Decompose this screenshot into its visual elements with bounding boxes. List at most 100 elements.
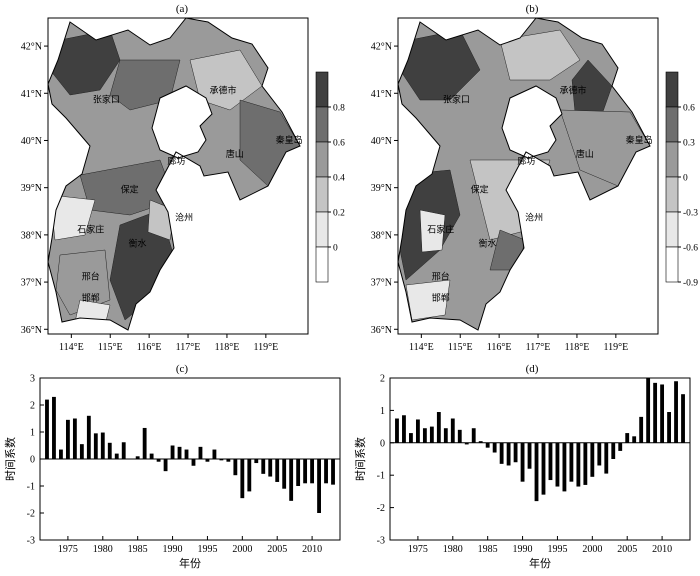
bar <box>548 442 553 481</box>
bar <box>184 449 189 459</box>
bar <box>247 459 252 492</box>
bar <box>177 446 182 459</box>
lon-tick-label: 118°E <box>215 342 240 353</box>
x-tick-label: 1980 <box>93 544 113 555</box>
lat-tick-label: 42°N <box>21 42 42 53</box>
bar <box>409 433 413 443</box>
city-label: 邯郸 <box>82 292 100 304</box>
colorbar-segment <box>315 176 329 213</box>
lon-tick-label: 116°E <box>487 342 512 353</box>
bar <box>541 442 546 495</box>
x-tick-label: 1975 <box>58 544 78 555</box>
city-label: 保定 <box>471 183 489 195</box>
colorbar-tick-label: -0.3 <box>683 209 698 219</box>
bar <box>632 436 637 443</box>
bar <box>527 442 532 469</box>
y-axis-label: 时间系数 <box>4 437 17 481</box>
bar <box>520 442 525 482</box>
colorbar-segment <box>315 246 329 283</box>
bar <box>562 442 567 492</box>
city-label: 邢台 <box>82 271 100 283</box>
bar <box>268 459 273 477</box>
x-tick-label: 1975 <box>408 544 428 555</box>
x-tick-label: 2005 <box>617 544 637 555</box>
lon-tick-label: 119°E <box>603 342 628 353</box>
lat-tick-label: 38°N <box>371 230 392 241</box>
x-tick-label: 1990 <box>513 544 533 555</box>
plot-frame <box>389 377 691 541</box>
bar <box>395 418 399 443</box>
bar <box>471 428 476 443</box>
y-tick-label: 1 <box>380 406 385 417</box>
province-outline <box>47 17 301 331</box>
colorbar-segment <box>665 141 679 178</box>
colorbar-segment <box>315 71 329 108</box>
bar <box>296 459 301 486</box>
bar <box>590 442 595 477</box>
bar <box>331 459 335 485</box>
y-tick-label: -1 <box>377 471 385 482</box>
map-hole <box>151 85 213 159</box>
lat-tick-label: 39°N <box>21 183 42 194</box>
map-hole <box>501 85 563 159</box>
bar <box>107 442 112 459</box>
bar <box>121 442 126 459</box>
colorbar-tick-label: 0.6 <box>683 104 695 114</box>
lat-tick-label: 42°N <box>371 42 392 53</box>
bar <box>429 426 434 443</box>
bar <box>625 433 630 443</box>
colorbar-tick-label: 0.3 <box>683 139 695 149</box>
bar <box>212 449 217 459</box>
bar <box>149 453 154 459</box>
bar <box>422 428 427 443</box>
map-panel-b: (b) 36°N 37°N 38°N 39°N 40°N 41°N 42°N 114°E 115°… <box>371 3 699 353</box>
lat-tick-label: 40°N <box>21 136 42 147</box>
colorbar-segment <box>665 106 679 143</box>
colorbar-segment <box>665 71 679 108</box>
bar <box>450 418 455 443</box>
bar <box>597 442 602 466</box>
city-label: 廊坊 <box>517 155 535 167</box>
colorbar-tick-label: 0.8 <box>333 104 345 114</box>
city-label: 廊坊 <box>167 155 185 167</box>
bar <box>233 459 238 476</box>
colorbar-tick-label: 0 <box>683 174 688 184</box>
x-tick-label: 2010 <box>652 544 672 555</box>
y-tick-label: -2 <box>27 509 35 520</box>
lat-tick-label: 37°N <box>371 278 392 289</box>
bar <box>59 449 63 459</box>
bar <box>402 415 406 443</box>
colorbar-segment <box>665 246 679 283</box>
y-tick-label: 0 <box>380 438 385 449</box>
city-label: 沧州 <box>525 212 543 224</box>
colorbar-segment <box>665 176 679 213</box>
bar <box>436 412 441 443</box>
x-tick-label: 1995 <box>547 544 567 555</box>
panel-label: (c) <box>176 363 189 375</box>
bar <box>674 381 678 443</box>
lat-tick-label: 38°N <box>21 230 42 241</box>
bar <box>45 399 49 459</box>
bar <box>513 442 518 463</box>
bar <box>324 459 328 484</box>
bar <box>506 442 511 466</box>
bar <box>604 442 609 474</box>
lon-tick-label: 117°E <box>176 342 201 353</box>
x-tick-label: 2010 <box>302 544 322 555</box>
y-tick-label: 2 <box>30 401 35 412</box>
bar <box>205 459 210 462</box>
panel-label: (d) <box>526 363 539 375</box>
bar <box>93 433 98 459</box>
lat-tick-label: 40°N <box>371 136 392 147</box>
bar <box>555 442 560 487</box>
bar <box>135 456 140 459</box>
colorbar-tick-label: 0 <box>333 244 338 254</box>
x-tick-label: 1980 <box>443 544 463 555</box>
bar <box>219 459 224 461</box>
bar <box>191 459 196 466</box>
city-label: 张家口 <box>93 94 120 106</box>
bar <box>485 442 490 448</box>
bar <box>415 419 420 443</box>
city-label: 秦皇岛 <box>276 134 303 146</box>
province-outline <box>397 17 651 331</box>
